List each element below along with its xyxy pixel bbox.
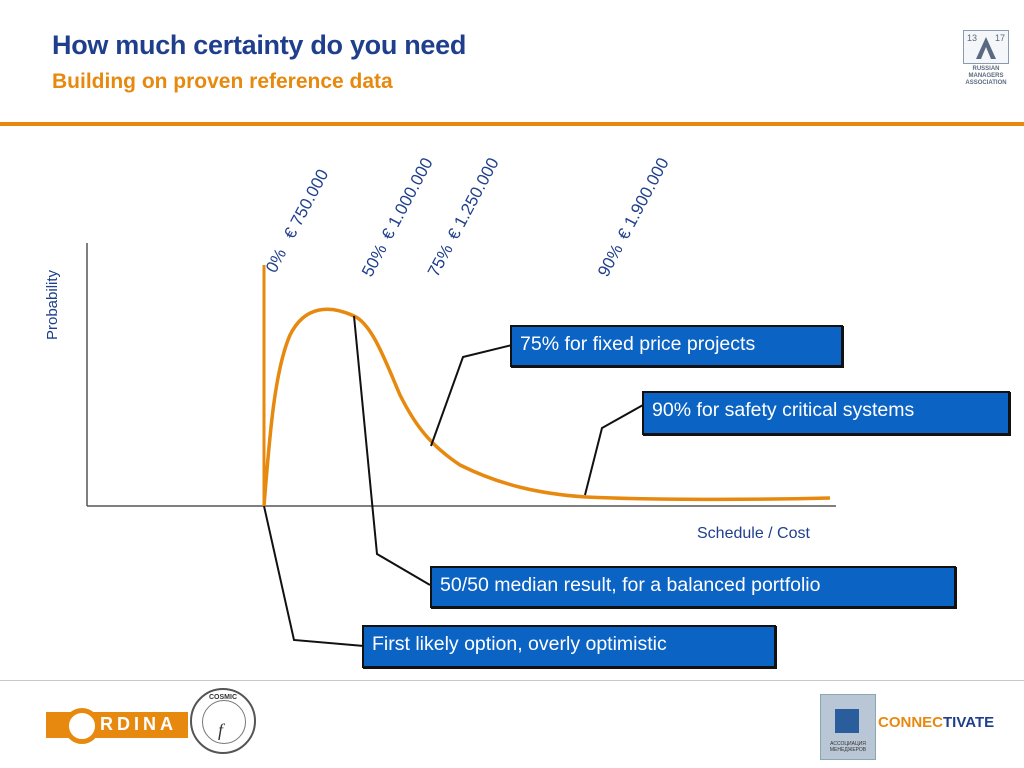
ordina-o-icon bbox=[64, 708, 100, 744]
emblem-caption: АССОЦИАЦИЯ МЕНЕДЖЕРОВ bbox=[829, 741, 867, 753]
rma-emblem: 13 17 bbox=[963, 30, 1009, 64]
page-title: How much certainty do you need bbox=[52, 30, 467, 60]
x-axis-label: Schedule / Cost bbox=[697, 525, 810, 542]
callout-median: 50/50 median result, for a balanced port… bbox=[430, 566, 956, 608]
callout-safety-critical: 90% for safety critical systems bbox=[642, 391, 1010, 435]
y-axis-label: Probability bbox=[44, 269, 61, 340]
probability-curve bbox=[262, 307, 831, 507]
callout-first-option: First likely option, overly optimistic bbox=[362, 625, 776, 668]
connectivate-part-1: CONNEC bbox=[878, 714, 944, 731]
ordina-wordmark: RDINA bbox=[100, 714, 177, 734]
rma-line-1: RUSSIAN bbox=[972, 66, 1000, 72]
header-divider bbox=[0, 122, 1024, 126]
page-number-total: 17 bbox=[994, 33, 1005, 43]
association-emblem-icon: АССОЦИАЦИЯ МЕНЕДЖЕРОВ bbox=[820, 694, 876, 760]
cosmic-logo: COSMIC f bbox=[190, 688, 256, 754]
rma-line-2: MANAGERS bbox=[968, 73, 1004, 79]
cosmic-symbol: f bbox=[218, 720, 224, 740]
page-number-current: 13 bbox=[967, 33, 978, 43]
footer-divider bbox=[0, 680, 1024, 681]
connector-median bbox=[353, 315, 431, 586]
connector-fixed-price bbox=[430, 344, 513, 447]
page-subtitle: Building on proven reference data bbox=[52, 70, 393, 93]
rma-line-3: ASSOCIATION bbox=[965, 80, 1007, 86]
connector-first-option bbox=[263, 505, 365, 647]
ordina-logo: RDINA bbox=[46, 708, 188, 744]
connectivate-part-2: TIVATE bbox=[943, 714, 995, 731]
connector-safety bbox=[584, 404, 644, 496]
cosmic-wordmark: COSMIC bbox=[209, 694, 237, 701]
callout-fixed-price: 75% for fixed price projects bbox=[510, 325, 843, 367]
a-letter-icon bbox=[976, 37, 996, 59]
rma-logo: 13 17 RUSSIAN MANAGERS ASSOCIATION bbox=[963, 30, 1009, 87]
